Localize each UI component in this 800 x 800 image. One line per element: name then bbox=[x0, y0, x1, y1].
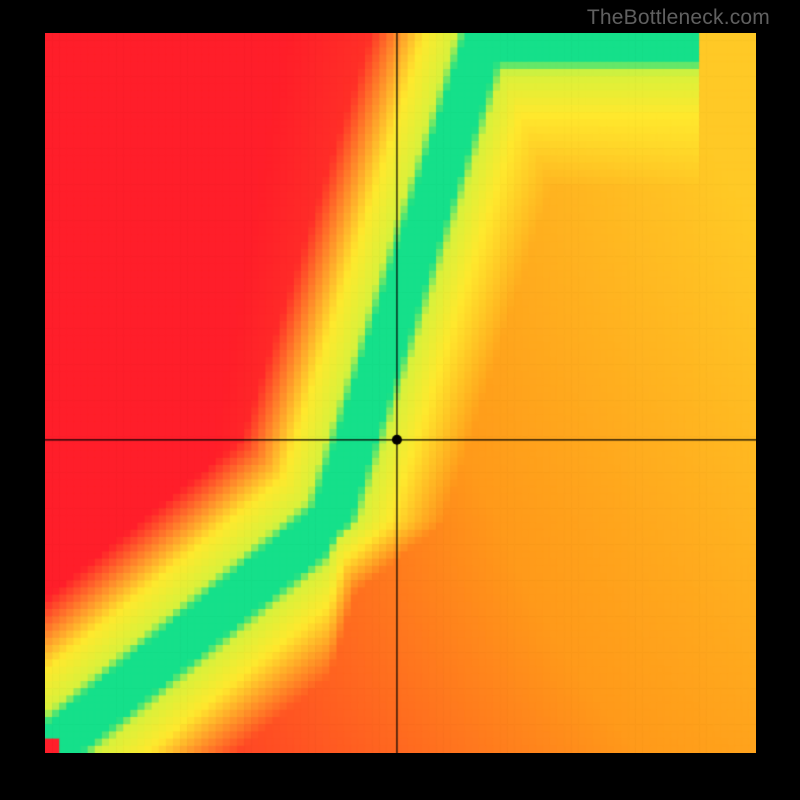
heatmap-canvas bbox=[45, 33, 756, 753]
chart-container: TheBottleneck.com bbox=[0, 0, 800, 800]
watermark-text: TheBottleneck.com bbox=[587, 6, 770, 30]
